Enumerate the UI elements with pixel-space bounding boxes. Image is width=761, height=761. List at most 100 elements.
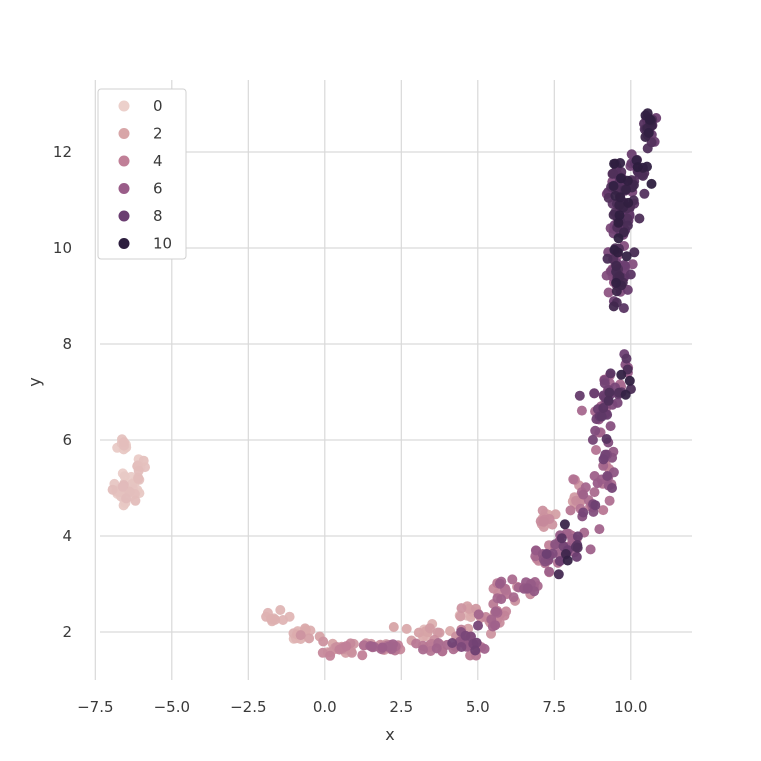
scatter-point [544, 566, 555, 577]
scatter-point [611, 277, 622, 288]
scatter-point [553, 569, 564, 580]
x-tick-label: −5.0 [154, 698, 190, 716]
scatter-point [537, 505, 548, 516]
x-tick-label: −7.5 [77, 698, 113, 716]
legend-marker [118, 100, 130, 112]
scatter-point [456, 603, 467, 614]
scatter-point [559, 519, 570, 530]
scatter-point [508, 592, 519, 603]
scatter-point [522, 583, 533, 594]
scatter-point [341, 641, 352, 652]
scatter-point [295, 630, 306, 641]
scatter-point [578, 489, 589, 500]
scatter-point [490, 620, 501, 631]
scatter-point [603, 395, 614, 406]
scatter-point [585, 544, 596, 555]
scatter-points [107, 108, 662, 661]
legend: 0 2 4 6 8 10 [97, 88, 187, 260]
scatter-point [591, 445, 601, 455]
scatter-point [576, 405, 587, 416]
x-tick-label: 10.0 [614, 698, 647, 716]
scatter-point [604, 387, 615, 398]
scatter-point [611, 260, 622, 271]
scatter-point [629, 247, 640, 258]
scatter-point [490, 606, 501, 617]
y-tick-label: 12 [53, 143, 72, 161]
scatter-point [621, 251, 632, 262]
scatter-point [572, 542, 583, 553]
legend-marker [118, 238, 130, 249]
legend-marker [118, 210, 130, 222]
scatter-point [455, 611, 466, 622]
scatter-point [625, 269, 636, 280]
scatter-point [602, 253, 613, 264]
scatter-point [473, 609, 484, 620]
scatter-point [470, 645, 481, 656]
scatter-point [130, 495, 141, 506]
scatter-point [620, 389, 631, 400]
scatter-point [624, 375, 635, 386]
scatter-point [643, 127, 654, 138]
scatter-point [117, 481, 128, 492]
scatter-point [550, 539, 561, 550]
scatter-point [614, 200, 625, 211]
scatter-point [634, 213, 645, 224]
scatter-point [554, 556, 565, 567]
scatter-point [613, 217, 624, 228]
scatter-point [413, 627, 424, 638]
y-tick-label: 4 [62, 527, 72, 545]
scatter-point [357, 650, 368, 661]
legend-label: 0 [153, 97, 163, 115]
scatter-point [602, 471, 613, 481]
scatter-point [496, 594, 507, 605]
scatter-point [568, 474, 579, 485]
scatter-point [121, 493, 132, 504]
scatter-point [424, 623, 435, 634]
scatter-point [621, 184, 631, 195]
scatter-point [589, 388, 600, 399]
scatter-point [605, 421, 616, 432]
scatter-point [608, 301, 619, 312]
scatter-point [270, 614, 281, 625]
legend-label: 8 [153, 207, 163, 225]
scatter-point [607, 483, 617, 493]
legend-label: 6 [153, 180, 163, 198]
x-tick-label: −2.5 [230, 698, 266, 716]
scatter-point [601, 434, 612, 444]
scatter-point [571, 495, 582, 506]
scatter-point [613, 233, 624, 244]
scatter-point [538, 516, 549, 527]
scatter-point [646, 178, 657, 189]
scatter-point [598, 505, 609, 516]
scatter-point [614, 210, 625, 221]
y-tick-label: 2 [62, 623, 72, 641]
y-axis-label: y [25, 377, 44, 386]
x-tick-label: 2.5 [389, 698, 413, 716]
scatter-point [507, 574, 518, 585]
legend-label: 10 [153, 235, 172, 253]
scatter-point [578, 507, 589, 518]
scatter-point [612, 397, 623, 408]
scatter-point [318, 636, 329, 647]
scatter-point [366, 641, 377, 652]
scatter-point [608, 168, 619, 179]
y-tick-label: 6 [62, 431, 72, 449]
scatter-point [598, 403, 609, 413]
scatter-point [418, 644, 428, 655]
scatter-point [621, 353, 632, 364]
scatter-point [133, 465, 144, 476]
x-tick-label: 7.5 [542, 698, 566, 716]
scatter-point [598, 454, 609, 465]
scatter-point [605, 368, 616, 379]
scatter-point [471, 637, 482, 648]
tick-labels: −7.5 −5.0 −2.5 0.0 2.5 5.0 7.5 10.0 2 4 6 8 10 12 [53, 143, 648, 716]
scatter-point [346, 647, 357, 658]
legend-marker [118, 155, 130, 167]
legend-label: 4 [153, 152, 163, 170]
scatter-point [616, 369, 627, 380]
x-tick-label: 0.0 [313, 698, 337, 716]
scatter-point [278, 615, 288, 625]
scatter-point [642, 143, 653, 154]
scatter-point [609, 158, 620, 169]
